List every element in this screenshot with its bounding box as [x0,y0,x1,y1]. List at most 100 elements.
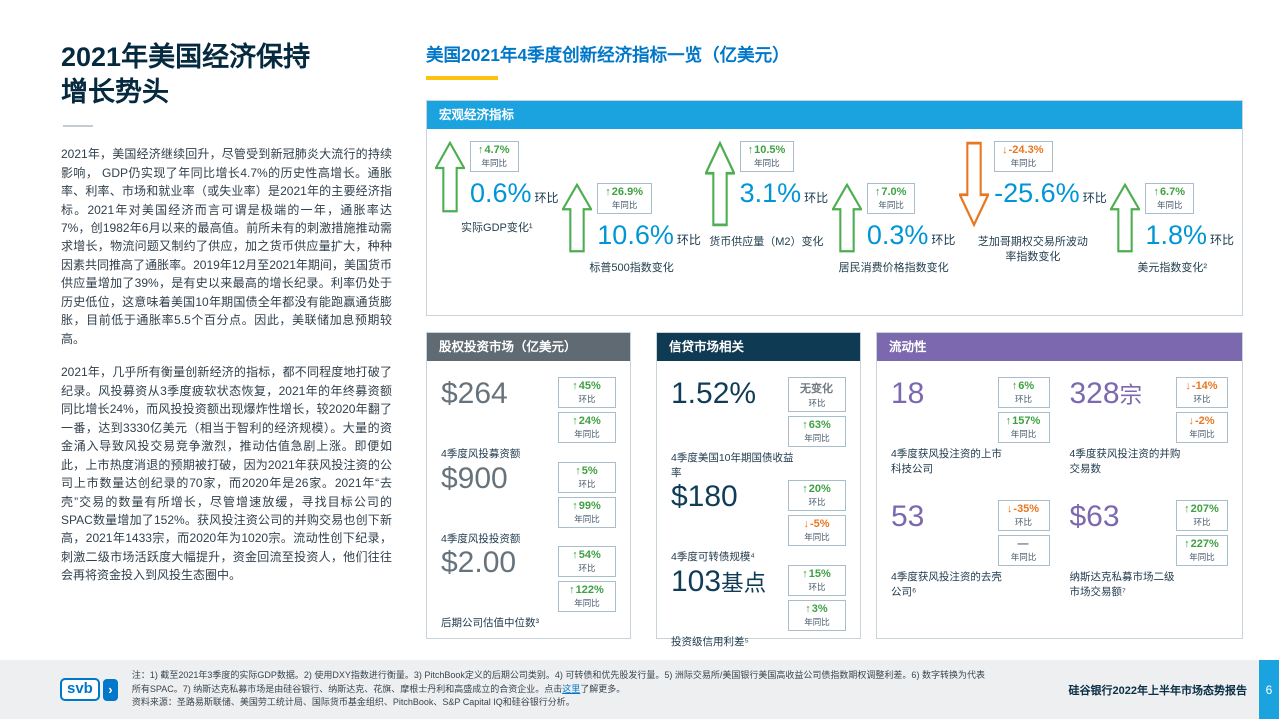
stat-value: 53 [891,500,925,534]
yoy-badge: ↓-5% 年同比 [788,515,846,547]
up-arrow-icon [435,141,465,213]
up-arrow-icon [1110,183,1141,253]
yoy-badge: ↑4.7% 年同比 [470,141,519,172]
stat-late-stage-valuation: $2.00 ↑54% 环比 ↑122% 年同比 后期公司估值中位数³ [441,546,616,631]
stat-value: 1.52% [671,377,757,410]
body-paragraph-1: 2021年，美国经济继续回升，尽管受到新冠肺炎大流行的持续影响， GDP仍实现了… [61,147,392,346]
yoy-badge: ↑3% 年同比 [788,600,846,632]
yoy-badge: ↑26.9% 年同比 [597,183,652,214]
footer: svb › 注：1) 截至2021年3季度的实际GDP数据。2) 使用DXY指数… [0,660,1279,719]
stat-label: 后期公司估值中位数³ [441,617,539,630]
indicator-label: 居民消费价格指数变化 [838,262,949,274]
up-arrow-icon [704,141,735,227]
indicator-value: 1.8% 环比 [1145,220,1234,250]
left-column: 2021年美国经济保持 增长势头 2021年，美国经济继续回升，尽管受到新冠肺炎… [61,40,392,600]
stat-label: 4季度风投募资额 [441,448,521,460]
lower-panels: 股权投资市场（亿美元） $264 ↑45% 环比 ↑24% 年同比 4季度风投募资额… [426,332,1243,648]
page-title: 2021年美国经济保持 增长势头 [61,42,311,107]
stat-vc-fundraising: $264 ↑45% 环比 ↑24% 年同比 4季度风投募资额 [441,377,616,462]
stat-value: $180 [671,480,738,514]
stat-value: $63 [1069,500,1120,534]
qoq-badge: ↑20% 环比 [788,480,846,512]
yellow-accent-bar [426,76,498,80]
stat-ma-deals: 328宗 ↓-14% 环比 ↓-2% 年同比 4季度获风投注资的并购交易数 [1069,377,1228,476]
macro-m2: ↑10.5% 年同比 3.1% 环比 货币供应量（M2）变化 [704,141,829,307]
indicator-label: 标普500指数变化 [589,262,674,274]
body-paragraph-2: 2021年，几乎所有衡量创新经济的指标，都不同程度地打破了纪录。风投募资从3季度… [61,365,392,583]
svb-logo-chevron-icon: › [102,678,118,701]
indicator-label: 芝加哥期权交易所波动率指数变化 [977,236,1088,263]
qoq-badge: ↑5% 环比 [558,461,616,493]
indicator-value: -25.6% 环比 [994,178,1107,208]
indicator-value: 3.1% 环比 [739,178,829,208]
stat-despac-companies: 53 ↓-35% 环比 — 年同比 4季度获风投注资的去壳公司⁶ [891,500,1050,599]
liquidity-panel: 流动性 18 ↑6% 环比 ↑157% 年同比 4季度获风投注资的上市科技公司 32… [876,332,1243,639]
equity-panel: 股权投资市场（亿美元） $264 ↑45% 环比 ↑24% 年同比 4季度风投募资额… [426,332,631,639]
macro-panel-header: 宏观经济指标 [427,101,1242,129]
credit-panel-header: 信贷市场相关 [657,333,860,361]
section-title: 美国2021年4季度创新经济指标一览（亿美元） [426,45,790,65]
qoq-badge: ↑207% 环比 [1176,500,1228,532]
svb-logo: svb › [60,678,118,701]
indicator-value: 0.6% 环比 [470,178,559,208]
macro-vix: ↓-24.3% 年同比 -25.6% 环比 芝加哥期权交易所波动率指数变化 [959,141,1107,307]
up-arrow-icon [562,183,593,253]
stat-value: 103基点 [671,565,767,599]
yoy-badge: ↑7.0% 年同比 [866,183,916,214]
qoq-badge: ↑54% 环比 [558,546,616,578]
stat-label: 4季度风投投资额 [441,532,521,545]
footnotes: 注：1) 截至2021年3季度的实际GDP数据。2) 使用DXY指数进行衡量。3… [132,669,992,710]
qoq-badge: ↑15% 环比 [788,565,846,597]
yoy-badge: ↑10.5% 年同比 [739,141,795,172]
yoy-badge: — 年同比 [997,535,1050,567]
macro-cpi: ↑7.0% 年同比 0.3% 环比 居民消费价格指数变化 [831,183,956,307]
yoy-badge: ↑99% 年同比 [558,496,616,528]
down-arrow-icon [959,141,990,227]
equity-panel-header: 股权投资市场（亿美元） [427,333,630,361]
indicator-label: 美元指数变化² [1137,262,1208,274]
title-divider [63,125,93,128]
footnote-line: 注：1) 截至2021年3季度的实际GDP数据。2) 使用DXY指数进行衡量。3… [131,670,985,694]
macro-panel-body: ↑4.7% 年同比 0.6% 环比 实际GDP变化¹ ↑26.9% 年同比 [427,129,1242,315]
stat-credit-spread: 103基点 ↑15% 环比 ↑3% 年同比 投资级信用利差⁵ [671,565,846,650]
yoy-badge: ↑24% 年同比 [558,412,616,443]
stat-treasury-yield: 1.52% 无变化 环比 ↑63% 年同比 4季度美国10年期国债收益率 [671,377,846,480]
stat-convertible-debt: $180 ↑20% 环比 ↓-5% 年同比 4季度可转债规模⁴ [671,480,846,565]
learn-more-link[interactable]: 这里 [562,683,581,694]
yoy-badge: ↓-24.3% 年同比 [994,141,1053,172]
stat-vc-investment: $900 ↑5% 环比 ↑99% 年同比 4季度风投投资额 [441,461,616,547]
macro-panel: 宏观经济指标 ↑4.7% 年同比 0.6% 环比 实际GDP变化¹ [426,100,1243,316]
page-number-tab: 6 [1259,660,1279,719]
yoy-badge: ↑63% 年同比 [788,416,846,447]
stat-label: 4季度美国10年期国债收益率 [671,452,794,479]
report-title: 硅谷银行2022年上半年市场态势报告 [1068,684,1247,697]
stat-label: 4季度获风投注资的上市科技公司 [891,448,1002,475]
indicator-label: 货币供应量（M2）变化 [709,236,824,248]
up-arrow-icon [831,183,862,253]
right-column: 美国2021年4季度创新经济指标一览（亿美元） 宏观经济指标 ↑4.7% 年同比… [426,42,1243,316]
qoq-badge: 无变化 环比 [788,377,846,412]
stat-value: $2.00 [441,546,517,580]
qoq-badge: ↑45% 环比 [558,377,616,408]
yoy-badge: ↓-2% 年同比 [1176,412,1228,443]
macro-gdp: ↑4.7% 年同比 0.6% 环比 实际GDP变化¹ [435,141,559,307]
stat-nasdaq-private-market-volume: $63 ↑207% 环比 ↑227% 年同比 纳斯达克私募市场二级市场交易额⁷ [1069,500,1228,599]
liquidity-panel-header: 流动性 [877,333,1242,361]
macro-usd-index: ↑6.7% 年同比 1.8% 环比 美元指数变化² [1110,183,1234,307]
stat-value: 18 [891,377,925,410]
stat-value: $900 [441,461,508,495]
credit-panel: 信贷市场相关 1.52% 无变化 环比 ↑63% 年同比 4季度美国10年期国债收益… [656,332,861,648]
source-line: 资料来源：圣路易斯联储、美国劳工统计局、国际货币基金组织、PitchBook、S… [131,697,575,708]
stat-value: 328宗 [1069,377,1143,410]
indicator-value: 10.6% 环比 [597,220,701,250]
stat-label: 4季度获风投注资的去壳公司⁶ [891,571,1002,599]
stat-label: 纳斯达克私募市场二级市场交易额⁷ [1069,571,1175,599]
qoq-badge: ↓-35% 环比 [997,500,1050,532]
yoy-badge: ↑157% 年同比 [997,412,1050,443]
yoy-badge: ↑227% 年同比 [1176,535,1228,567]
indicator-label: 实际GDP变化¹ [461,222,533,234]
indicator-value: 0.3% 环比 [866,220,956,250]
stat-vc-backed-tech-ipos: 18 ↑6% 环比 ↑157% 年同比 4季度获风投注资的上市科技公司 [891,377,1050,476]
macro-sp500: ↑26.9% 年同比 10.6% 环比 标普500指数变化 [562,183,701,307]
svb-logo-text: svb [60,678,100,701]
